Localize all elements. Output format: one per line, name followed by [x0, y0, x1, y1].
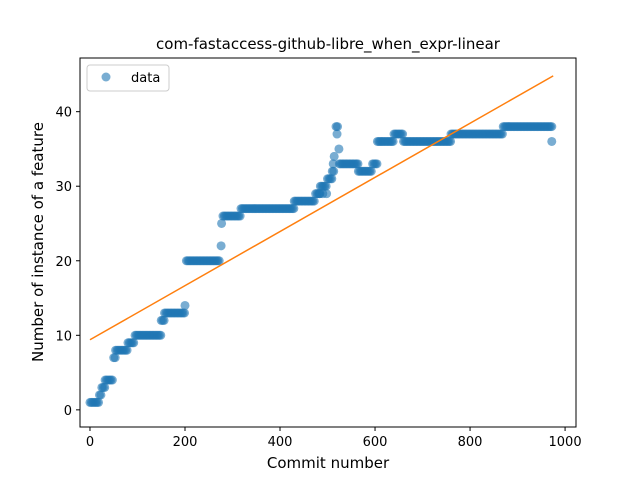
- data-point: [289, 204, 299, 214]
- data-point: [96, 390, 106, 400]
- y-axis-label: Number of instance of a feature: [29, 122, 47, 362]
- data-point: [100, 382, 110, 392]
- fit-line: [89, 75, 554, 341]
- data-point: [446, 136, 456, 146]
- plot-frame: [79, 57, 577, 428]
- data-point: [329, 151, 339, 161]
- data-point: [235, 211, 245, 221]
- data-point: [122, 345, 132, 355]
- data-point: [214, 256, 224, 266]
- data-point: [107, 375, 117, 385]
- data-point: [110, 353, 120, 363]
- data-point: [547, 136, 557, 146]
- data-point: [156, 330, 166, 340]
- data-point: [388, 136, 398, 146]
- chart-title: com-fastaccess-github-libre_when_expr-li…: [156, 35, 501, 54]
- y-tick-label: 30: [55, 180, 72, 195]
- data-point: [332, 129, 342, 139]
- data-point: [327, 174, 337, 184]
- data-point: [329, 166, 339, 176]
- legend: data: [86, 64, 170, 92]
- data-point: [180, 308, 190, 318]
- x-axis-ticks: 0 200 400 600 800 1000: [86, 427, 582, 450]
- legend-marker-data: [101, 72, 111, 82]
- data-point: [216, 241, 226, 251]
- x-tick-label: 600: [363, 435, 388, 450]
- x-tick-label: 800: [458, 435, 483, 450]
- y-tick-label: 40: [55, 106, 72, 121]
- data-point: [94, 397, 104, 407]
- x-tick-label: 200: [173, 435, 198, 450]
- y-tick-label: 10: [55, 329, 72, 344]
- data-point: [180, 300, 190, 310]
- x-axis-label: Commit number: [267, 454, 390, 472]
- data-point: [547, 122, 557, 132]
- data-point: [159, 315, 169, 325]
- legend-label-data: data: [131, 71, 160, 86]
- data-point: [322, 189, 332, 199]
- data-point: [328, 159, 338, 169]
- data-point: [497, 129, 507, 139]
- y-tick-label: 20: [55, 255, 72, 270]
- x-tick-label: 400: [268, 435, 293, 450]
- data-point: [217, 218, 227, 228]
- x-tick-label: 0: [86, 435, 94, 450]
- x-tick-label: 1000: [549, 435, 582, 450]
- data-point: [309, 196, 319, 206]
- data-point: [334, 144, 344, 154]
- data-point: [353, 159, 363, 169]
- y-tick-label: 0: [64, 404, 72, 419]
- data-point: [366, 166, 376, 176]
- plot-area: [85, 75, 557, 407]
- data-point: [321, 181, 331, 191]
- legend-box: [86, 64, 170, 92]
- data-point: [372, 159, 382, 169]
- y-axis-ticks: 0 10 20 30 40: [55, 106, 80, 419]
- data-point: [129, 338, 139, 348]
- data-point: [398, 129, 408, 139]
- data-point: [333, 122, 342, 132]
